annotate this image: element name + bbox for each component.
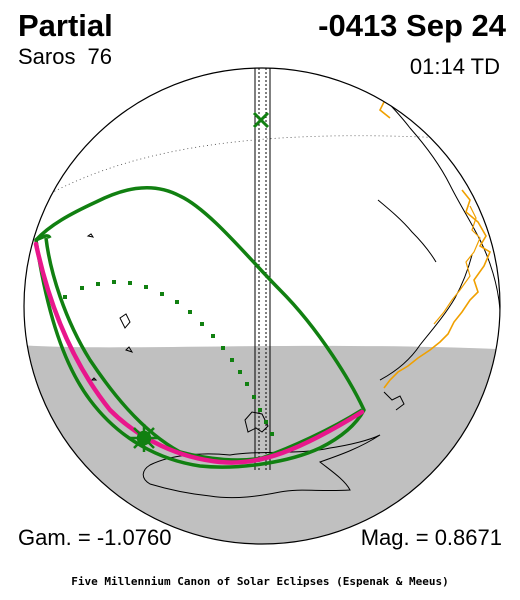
island-small-4 bbox=[90, 377, 98, 381]
globe-outline bbox=[23, 67, 501, 545]
saros-text: Saros bbox=[18, 44, 76, 69]
central-america-coast bbox=[377, 199, 437, 263]
gamma-value: Gam. = -1.0760 bbox=[18, 525, 172, 550]
credit-footer: Five Millennium Canon of Solar Eclipses … bbox=[71, 575, 449, 588]
magnitude-value: Mag. = 0.8671 bbox=[360, 525, 502, 550]
island-small-1 bbox=[119, 313, 131, 329]
eclipse-date-title: -0413 Sep 24 bbox=[318, 8, 506, 43]
saros-number: 76 bbox=[87, 44, 112, 69]
patagonia-tip bbox=[383, 391, 405, 411]
island-small-2 bbox=[125, 346, 134, 353]
eclipse-type-title: Partial bbox=[18, 8, 113, 43]
eclipse-time: 01:14 TD bbox=[409, 54, 500, 79]
latitude-line bbox=[29, 135, 481, 206]
andes-highlight-inner bbox=[433, 205, 481, 325]
sub-solar-x-marker bbox=[252, 111, 270, 129]
max-eclipse-curve bbox=[33, 241, 365, 465]
island-small-3 bbox=[86, 233, 95, 238]
eclipse-limits bbox=[34, 185, 366, 469]
central-line-dots bbox=[63, 280, 274, 436]
andes-highlight-south bbox=[383, 189, 492, 389]
greatest-eclipse-star-marker bbox=[130, 424, 158, 452]
antarctic-peninsula bbox=[244, 411, 269, 433]
antarctica-coastline bbox=[142, 434, 381, 499]
saros-label: Saros 76 bbox=[18, 46, 112, 68]
pacific-coast bbox=[379, 254, 473, 381]
